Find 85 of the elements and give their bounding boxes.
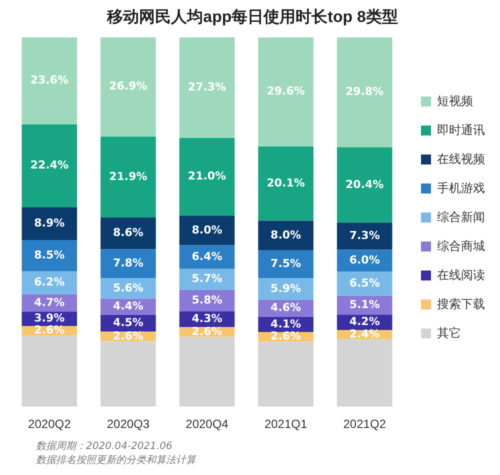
data-label: 29.6% (266, 84, 305, 98)
bar (179, 245, 235, 269)
bar (258, 278, 314, 300)
bar (336, 37, 392, 148)
bar (100, 217, 156, 250)
data-label: 8.5% (34, 248, 65, 262)
data-label: 2.6% (34, 324, 65, 337)
bar (100, 249, 156, 278)
data-label: 2.6% (192, 324, 222, 338)
bar (22, 207, 78, 240)
bar (258, 250, 314, 278)
bar (336, 222, 392, 250)
data-label: 4.6% (270, 301, 302, 314)
bar (336, 147, 392, 223)
data-label: 7.3% (349, 228, 380, 242)
legend-label: 综合新闻 (437, 210, 485, 224)
bar (22, 271, 78, 294)
data-label: 5.1% (349, 298, 380, 312)
data-label: 20.4% (346, 178, 384, 191)
data-label: 29.8% (346, 85, 384, 98)
data-label: 23.6% (30, 74, 68, 87)
bar (336, 250, 392, 272)
data-label: 2.4% (349, 327, 380, 340)
bar (22, 336, 78, 407)
x-tick-label: 2021Q2 (343, 417, 386, 432)
bar (179, 138, 235, 216)
data-label: 27.3% (188, 80, 226, 94)
text: 数据排名按照更新的分类和算法计算 (36, 454, 198, 468)
data-label: 21.0% (188, 170, 226, 183)
bar (258, 146, 314, 221)
data-label: 8.6% (112, 226, 144, 240)
data-label: 5.9% (270, 282, 302, 295)
data-label: 4.5% (112, 316, 144, 330)
legend-label: 短视频 (437, 94, 473, 108)
data-label: 6.4% (192, 250, 222, 263)
legend-label: 其它 (437, 326, 461, 340)
bar (100, 37, 156, 137)
x-tick-label: 2020Q4 (186, 417, 229, 432)
data-label: 6.5% (349, 276, 380, 290)
data-label: 4.1% (270, 317, 302, 330)
data-label: 21.9% (109, 170, 148, 183)
bar (336, 339, 392, 407)
data-label: 22.4% (30, 158, 68, 172)
bar (179, 336, 235, 407)
data-label: 5.6% (112, 281, 144, 294)
legend-label: 综合商城 (437, 238, 485, 253)
bar (179, 216, 235, 246)
bar (100, 341, 156, 407)
data-label: 2.6% (270, 330, 302, 343)
bar (22, 37, 78, 124)
data-label: 20.1% (266, 176, 305, 190)
legend-label: 即时通讯 (437, 122, 485, 137)
x-tick-label: 2021Q1 (264, 417, 308, 432)
x-tick-label: 2020Q2 (28, 417, 72, 432)
legend-label: 搜索下载 (437, 296, 485, 311)
chart-title: 移动网民人均app每日使用时长top 8类型 (106, 8, 398, 26)
data-label: 6.2% (34, 276, 65, 289)
data-label: 4.7% (34, 296, 65, 309)
legend-label: 在线视频 (437, 152, 485, 166)
data-label: 4.3% (192, 312, 222, 326)
bar (179, 37, 235, 138)
data-label: 8.0% (192, 223, 222, 236)
x-tick-label: 2020Q3 (106, 417, 150, 432)
bar (22, 240, 78, 272)
data-label: 6.0% (349, 254, 380, 267)
legend-label: 手机游戏 (437, 180, 485, 195)
text: 数据周期：2020.04-2021.06 (36, 440, 174, 454)
data-label: 26.9% (109, 80, 148, 93)
bar (258, 37, 314, 147)
data-label: 8.9% (34, 216, 65, 230)
bar (258, 220, 314, 250)
data-label: 5.8% (192, 293, 222, 306)
data-label: 5.7% (192, 272, 222, 286)
data-label: 3.9% (34, 312, 65, 325)
data-label: 4.2% (349, 315, 380, 328)
bar (258, 342, 314, 407)
bar (22, 124, 78, 208)
data-label: 7.5% (270, 257, 302, 270)
bar (100, 136, 156, 218)
data-label: 8.0% (270, 228, 302, 242)
data-label: 2.6% (112, 329, 144, 342)
data-label: 7.8% (112, 256, 144, 270)
legend-label: 在线阅读 (437, 268, 485, 282)
data-label: 4.4% (112, 300, 144, 313)
bar (336, 272, 392, 296)
